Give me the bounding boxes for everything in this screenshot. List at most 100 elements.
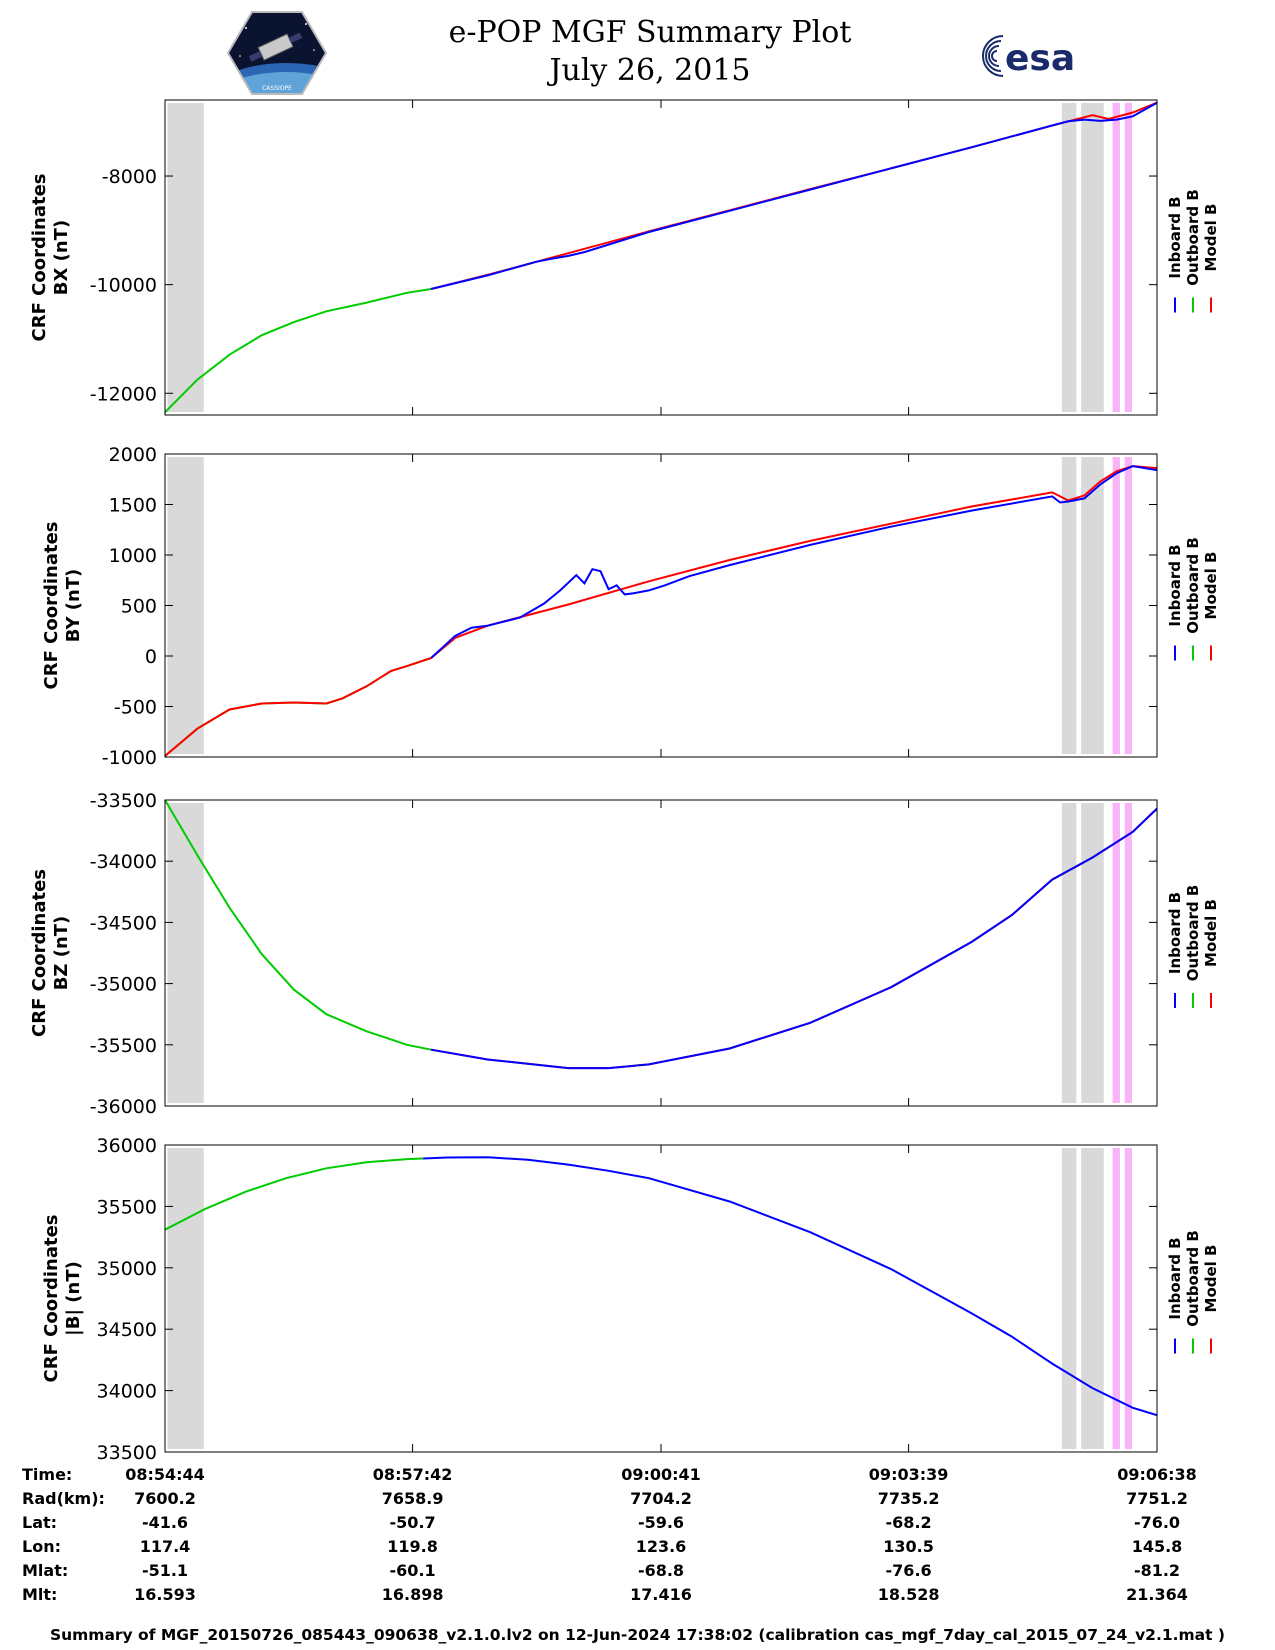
- info-value: -59.6: [637, 1513, 685, 1532]
- time-value: 08:57:42: [372, 1465, 453, 1484]
- y-tick-label: 500: [121, 596, 157, 618]
- y-axis-label: CRF Coordinates: [41, 522, 62, 690]
- y-tick-label: 35500: [97, 1196, 157, 1218]
- gap-shading: [1081, 803, 1104, 1103]
- info-value: 123.6: [635, 1537, 687, 1556]
- y-tick-label: 36000: [97, 1135, 157, 1157]
- info-value: 7735.2: [877, 1489, 940, 1508]
- info-value: -76.0: [1133, 1513, 1181, 1532]
- legend-label: Model B: [1202, 204, 1220, 272]
- series-inboard-b: [430, 807, 1158, 1070]
- gap-shading: [1081, 457, 1104, 754]
- legend-label: Inboard B: [1166, 544, 1184, 626]
- series-inboard-b: [423, 1156, 1158, 1417]
- event-shading: [1112, 457, 1120, 754]
- panel-1: -12000 -10000 -8000 CRF Coordinates BX (nT) I…: [29, 99, 1220, 416]
- y-tick-label: -36000: [90, 1096, 157, 1118]
- info-row-label: Mlt:: [22, 1585, 58, 1604]
- y-tick-label: -10000: [90, 275, 157, 297]
- gap-shading: [1061, 457, 1077, 754]
- panel-4: 33500 34000 34500 35000 35500 36000 CRF Coordi…: [41, 1135, 1220, 1460]
- info-value: 7751.2: [1126, 1489, 1188, 1508]
- series-outboard-b: [164, 657, 432, 757]
- legend-label: Inboard B: [1166, 196, 1184, 278]
- y-tick-label: -1000: [102, 747, 157, 769]
- info-value: 18.528: [877, 1585, 940, 1604]
- y-tick-label: -33500: [90, 790, 157, 812]
- legend-label: Outboard B: [1184, 537, 1202, 634]
- info-value: 7600.2: [134, 1489, 196, 1508]
- info-value: -50.7: [389, 1513, 436, 1532]
- time-value: 08:54:44: [125, 1465, 205, 1484]
- y-tick-label: 34500: [97, 1319, 157, 1341]
- axes-frame: [164, 799, 1158, 1107]
- info-row-label: Lat:: [22, 1513, 58, 1532]
- cassiope-logo: CASSIOPE: [226, 11, 328, 95]
- esa-logo-text: esa: [1005, 38, 1075, 79]
- y-tick-label: 1500: [109, 495, 157, 517]
- info-value: 17.416: [630, 1585, 692, 1604]
- series-inboard-b: [430, 101, 1158, 290]
- legend-label: Inboard B: [1166, 1237, 1184, 1319]
- series-outboard-b: [164, 288, 432, 414]
- legend-label: Outboard B: [1184, 885, 1202, 982]
- event-shading: [1112, 803, 1120, 1103]
- y-axis-unit-label: |B| (nT): [63, 1261, 84, 1336]
- time-value: 09:03:39: [868, 1465, 949, 1484]
- y-tick-label: 2000: [109, 444, 157, 466]
- time-value: 09:00:41: [621, 1465, 701, 1484]
- event-shading: [1124, 103, 1132, 412]
- y-tick-label: 0: [145, 646, 157, 668]
- y-axis-unit-label: BZ (nT): [51, 916, 72, 991]
- series-outboard-b: [164, 799, 432, 1051]
- gap-shading: [1061, 803, 1077, 1103]
- series-outboard-b: [164, 1157, 424, 1231]
- y-tick-label: 33500: [97, 1442, 157, 1460]
- y-tick-label: -34500: [90, 912, 157, 934]
- plot-title: e-POP MGF Summary Plot July 26, 2015: [400, 14, 900, 90]
- axes-frame: [164, 1144, 1158, 1453]
- series-model-b: [164, 465, 1158, 757]
- y-tick-label: -34000: [90, 851, 157, 873]
- gap-shading: [167, 457, 204, 754]
- y-tick-label: 1000: [109, 545, 157, 567]
- event-shading: [1112, 103, 1120, 412]
- legend-label: Inboard B: [1166, 892, 1184, 974]
- y-tick-label: -35500: [90, 1035, 157, 1057]
- info-row-label: Mlat:: [22, 1561, 69, 1580]
- info-value: 130.5: [883, 1537, 934, 1556]
- info-value: 7658.9: [381, 1489, 444, 1508]
- title-line-2: July 26, 2015: [549, 53, 751, 88]
- info-value: -68.2: [885, 1513, 932, 1532]
- info-value: -76.6: [885, 1561, 932, 1580]
- info-value: -68.8: [637, 1561, 685, 1580]
- legend-label: Model B: [1202, 1245, 1220, 1313]
- series-model-b: [430, 807, 1158, 1070]
- time-value: 09:06:38: [1117, 1465, 1197, 1484]
- y-axis-unit-label: BX (nT): [51, 220, 72, 295]
- footer-caption: Summary of MGF_20150726_085443_090638_v2…: [49, 1626, 1226, 1644]
- info-row-label: Time:: [22, 1465, 73, 1484]
- cassiope-logo-text: CASSIOPE: [262, 85, 292, 92]
- title-line-1: e-POP MGF Summary Plot: [448, 15, 852, 50]
- info-value: 145.8: [1131, 1537, 1183, 1556]
- gap-shading: [1081, 1148, 1104, 1449]
- gap-shading: [167, 803, 204, 1103]
- gap-shading: [167, 103, 204, 412]
- info-value: 16.898: [381, 1585, 444, 1604]
- event-shading: [1112, 1148, 1120, 1449]
- event-shading: [1124, 457, 1132, 754]
- y-axis-label: CRF Coordinates: [41, 1215, 62, 1383]
- info-value: 119.8: [387, 1537, 438, 1556]
- y-tick-label: 35000: [97, 1258, 157, 1280]
- info-row-label: Rad(km):: [22, 1489, 105, 1508]
- info-value: -60.1: [389, 1561, 436, 1580]
- gap-shading: [167, 1148, 204, 1449]
- esa-logo: esa: [982, 35, 1075, 79]
- info-value: 7704.2: [630, 1489, 692, 1508]
- info-row-label: Lon:: [22, 1537, 61, 1556]
- axes-frame: [164, 99, 1158, 416]
- y-tick-label: -8000: [102, 166, 157, 188]
- info-value: -41.6: [141, 1513, 189, 1532]
- info-value: 117.4: [139, 1537, 191, 1556]
